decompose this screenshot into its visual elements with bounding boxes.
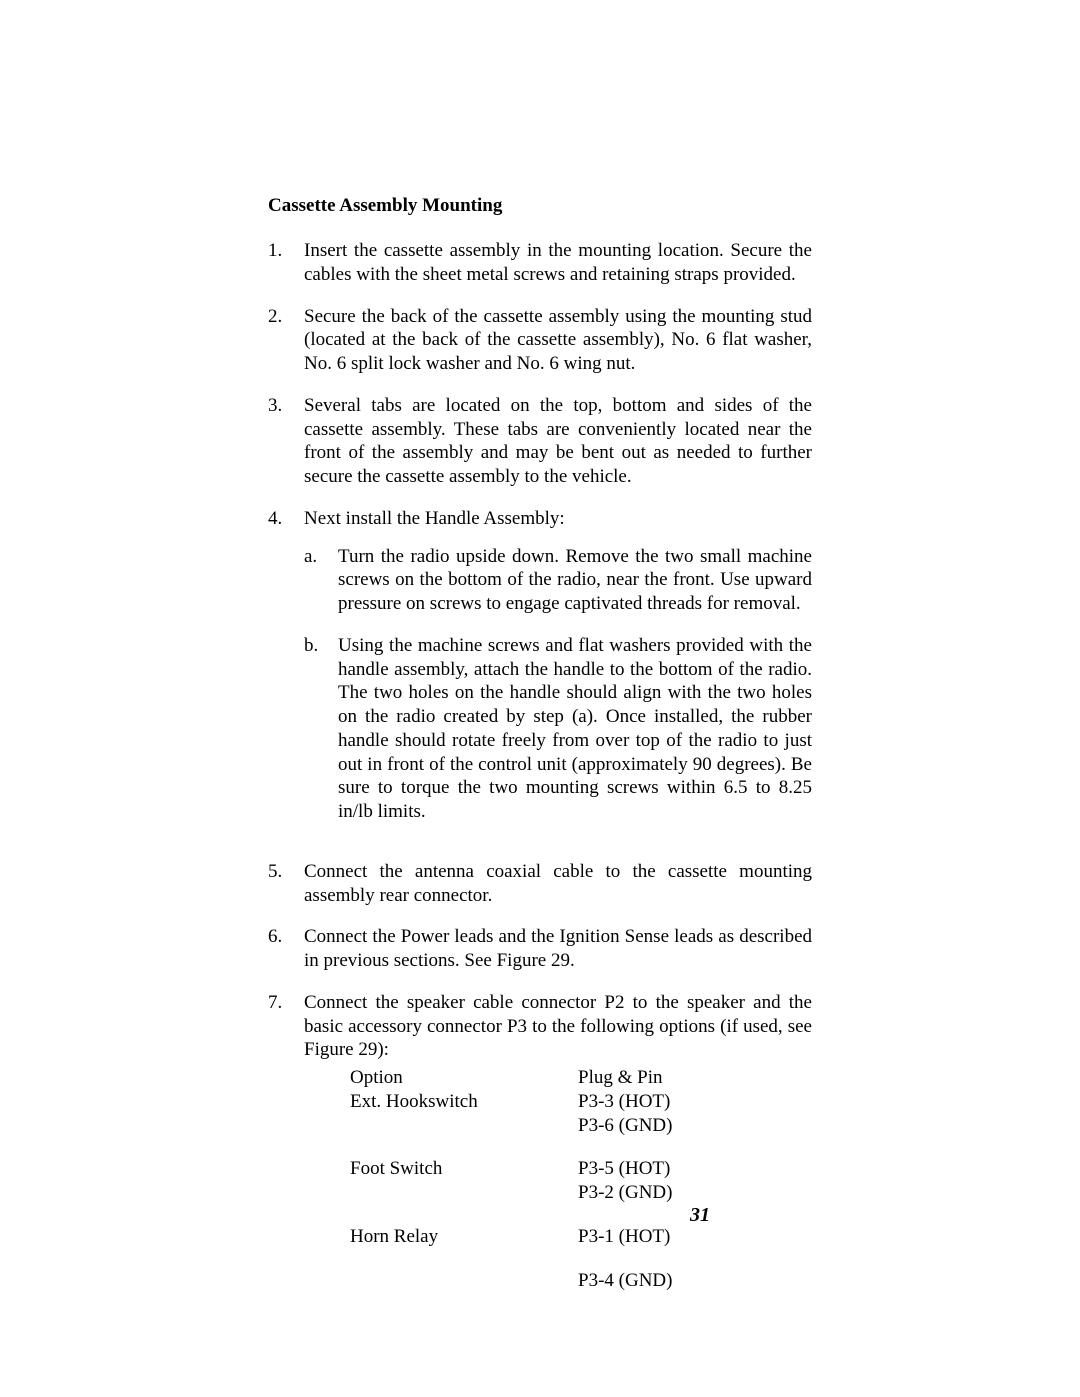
option-pin: P3-1 (HOT) (578, 1225, 708, 1249)
options-row: P3-2 (GND) (350, 1181, 812, 1205)
options-row: P3-4 (GND) (350, 1269, 812, 1293)
option-name: Foot Switch (350, 1157, 578, 1181)
item-text: Insert the cassette assembly in the moun… (304, 239, 812, 287)
list-item: 3. Several tabs are located on the top, … (268, 394, 812, 489)
list-item: 7. Connect the speaker cable connector P… (268, 991, 812, 1062)
sub-item-text: Using the machine screws and flat washer… (338, 634, 812, 824)
option-pin: P3-6 (GND) (578, 1114, 708, 1138)
options-header-row: Option Plug & Pin (350, 1066, 812, 1090)
options-gap (350, 1249, 812, 1269)
item-number: 1. (268, 239, 304, 287)
option-pin: P3-3 (HOT) (578, 1090, 708, 1114)
item-number: 5. (268, 860, 304, 908)
item-text-inner: Next install the Handle Assembly: (304, 507, 812, 531)
sub-item-letter: a. (304, 545, 338, 616)
options-header-option: Option (350, 1066, 578, 1090)
list-item: 4. Next install the Handle Assembly: a. … (268, 507, 812, 842)
option-name (350, 1269, 578, 1293)
item-text: Connect the speaker cable connector P2 t… (304, 991, 812, 1062)
options-row: P3-6 (GND) (350, 1114, 812, 1138)
option-name: Horn Relay (350, 1225, 578, 1249)
item-text: Next install the Handle Assembly: a. Tur… (304, 507, 812, 842)
sub-item-letter: b. (304, 634, 338, 824)
item-number: 3. (268, 394, 304, 489)
item-text: Connect the Power leads and the Ignition… (304, 925, 812, 973)
list-item: 1. Insert the cassette assembly in the m… (268, 239, 812, 287)
item-text: Several tabs are located on the top, bot… (304, 394, 812, 489)
sub-list: a. Turn the radio upside down. Remove th… (304, 545, 812, 824)
options-header-plugpin: Plug & Pin (578, 1066, 708, 1090)
instruction-list: 1. Insert the cassette assembly in the m… (268, 239, 812, 1062)
options-row: Ext. Hookswitch P3-3 (HOT) (350, 1090, 812, 1114)
document-page: Cassette Assembly Mounting 1. Insert the… (0, 0, 1080, 1292)
option-pin: P3-4 (GND) (578, 1269, 708, 1293)
option-name: Ext. Hookswitch (350, 1090, 578, 1114)
option-pin: P3-5 (HOT) (578, 1157, 708, 1181)
item-text: Connect the antenna coaxial cable to the… (304, 860, 812, 908)
option-pin: P3-2 (GND) (578, 1181, 708, 1205)
item-number: 7. (268, 991, 304, 1062)
sub-list-item: a. Turn the radio upside down. Remove th… (304, 545, 812, 616)
item-number: 2. (268, 305, 304, 376)
options-table: Option Plug & Pin Ext. Hookswitch P3-3 (… (350, 1066, 812, 1292)
section-title: Cassette Assembly Mounting (268, 195, 812, 217)
option-name (350, 1114, 578, 1138)
sub-list-item: b. Using the machine screws and flat was… (304, 634, 812, 824)
options-row: Foot Switch P3-5 (HOT) (350, 1157, 812, 1181)
sub-item-text: Turn the radio upside down. Remove the t… (338, 545, 812, 616)
item-number: 4. (268, 507, 304, 842)
list-item: 2. Secure the back of the cassette assem… (268, 305, 812, 376)
list-item: 5. Connect the antenna coaxial cable to … (268, 860, 812, 908)
options-gap (350, 1137, 812, 1157)
item-number: 6. (268, 925, 304, 973)
page-number: 31 (690, 1204, 710, 1227)
item-text: Secure the back of the cassette assembly… (304, 305, 812, 376)
option-name (350, 1181, 578, 1205)
list-item: 6. Connect the Power leads and the Ignit… (268, 925, 812, 973)
options-row: Horn Relay P3-1 (HOT) (350, 1225, 812, 1249)
options-gap (350, 1205, 812, 1225)
